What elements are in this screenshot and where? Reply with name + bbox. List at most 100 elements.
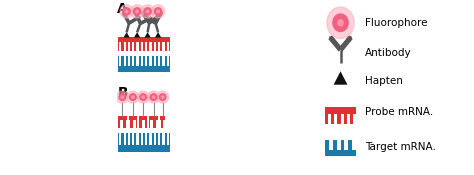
Bar [140, 133, 141, 145]
Bar [165, 133, 166, 145]
Bar [148, 56, 149, 66]
Bar [141, 120, 142, 128]
Bar [131, 133, 132, 145]
Circle shape [136, 10, 138, 13]
Circle shape [146, 10, 149, 13]
Bar [145, 120, 146, 128]
Circle shape [338, 20, 343, 26]
Bar [149, 56, 150, 66]
Bar [160, 133, 161, 145]
Bar [139, 42, 140, 51]
Bar [135, 42, 136, 51]
Circle shape [142, 96, 145, 98]
Bar [140, 56, 141, 66]
Circle shape [155, 8, 162, 15]
Bar [118, 116, 127, 120]
Bar [325, 140, 329, 150]
Bar [140, 120, 141, 128]
Bar [161, 42, 162, 51]
Text: Target mRNA.: Target mRNA. [365, 142, 436, 152]
Bar [157, 56, 158, 66]
Bar [119, 56, 120, 66]
Bar [144, 133, 145, 145]
Bar [169, 42, 170, 51]
Circle shape [157, 91, 169, 103]
Bar [325, 114, 328, 124]
Bar [161, 56, 162, 66]
Bar [126, 42, 127, 51]
Bar [130, 56, 131, 66]
Bar [134, 56, 135, 66]
Bar [118, 37, 170, 42]
Bar [325, 107, 356, 114]
Bar [155, 120, 156, 128]
Bar [146, 120, 147, 128]
Bar [139, 120, 140, 128]
Bar [152, 42, 153, 51]
Bar [123, 120, 124, 128]
Bar [139, 133, 140, 145]
Circle shape [133, 8, 141, 15]
Bar [129, 116, 137, 120]
Bar [119, 133, 120, 145]
Bar [148, 42, 149, 51]
Bar [122, 56, 123, 66]
Bar [119, 42, 120, 51]
Circle shape [125, 10, 128, 13]
Circle shape [123, 8, 130, 15]
Circle shape [121, 96, 124, 98]
Bar [144, 56, 145, 66]
Bar [131, 56, 132, 66]
Circle shape [327, 7, 354, 38]
Bar [154, 120, 155, 128]
Bar [143, 42, 144, 51]
Bar [135, 133, 136, 145]
Circle shape [162, 96, 164, 98]
Bar [125, 56, 126, 66]
Bar [132, 120, 133, 128]
Bar [144, 120, 145, 128]
Bar [118, 133, 119, 145]
Text: A: A [118, 2, 128, 16]
Circle shape [127, 91, 139, 103]
Bar [169, 56, 170, 66]
Bar [149, 116, 158, 120]
Bar [118, 120, 119, 128]
Polygon shape [155, 32, 161, 37]
Bar [122, 133, 123, 145]
Bar [152, 120, 153, 128]
Bar [143, 133, 144, 145]
Bar [160, 56, 161, 66]
Circle shape [152, 96, 155, 98]
Polygon shape [134, 32, 140, 37]
Bar [149, 120, 150, 128]
Bar [331, 114, 335, 124]
Bar [169, 133, 170, 145]
Bar [344, 114, 346, 124]
Circle shape [147, 91, 160, 103]
Bar [125, 133, 126, 145]
Bar [118, 145, 170, 152]
Bar [124, 120, 125, 128]
Circle shape [157, 10, 159, 13]
Bar [166, 133, 167, 145]
Circle shape [130, 5, 144, 18]
Bar [119, 120, 120, 128]
Text: Hapten: Hapten [365, 75, 403, 86]
Text: Antibody: Antibody [365, 47, 411, 58]
Bar [337, 114, 340, 124]
Circle shape [117, 91, 128, 103]
Bar [122, 42, 123, 51]
Bar [135, 56, 136, 66]
Bar [118, 56, 119, 66]
Bar [325, 150, 356, 156]
Bar [148, 133, 149, 145]
Bar [126, 56, 127, 66]
Bar [139, 56, 140, 66]
Bar [350, 114, 353, 124]
Bar [156, 42, 157, 51]
Circle shape [141, 5, 154, 18]
Bar [348, 140, 352, 150]
Circle shape [137, 91, 149, 103]
Bar [118, 66, 170, 72]
